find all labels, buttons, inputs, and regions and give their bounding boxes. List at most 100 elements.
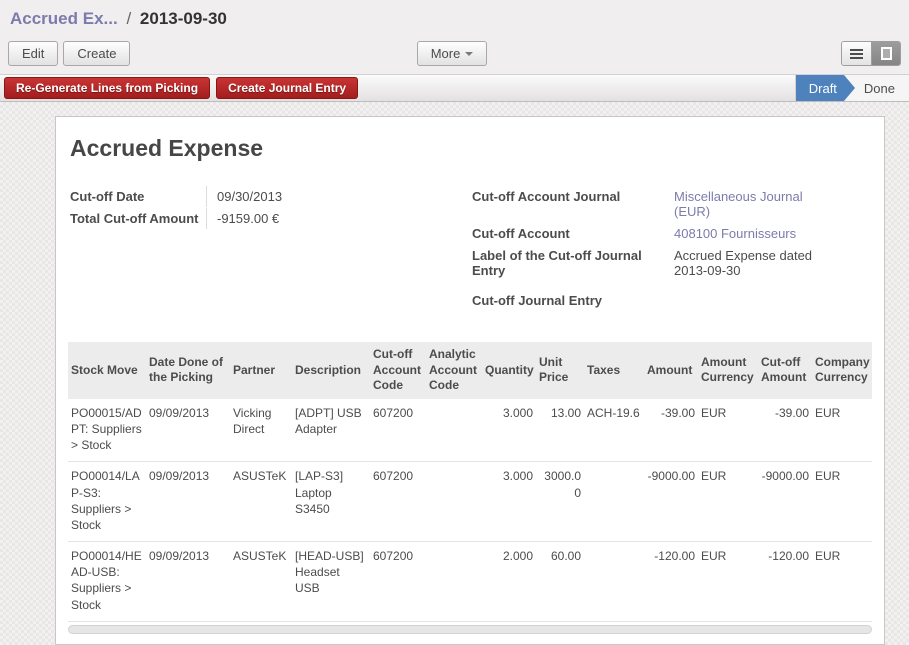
view-switcher (841, 41, 901, 66)
cell-cutoff-account-code: 607200 (370, 398, 426, 463)
breadcrumb: Accrued Ex... / 2013-09-30 (10, 9, 901, 29)
form-view-icon (880, 47, 892, 60)
field-journal-entry-label: Label of the Cut-off Journal Entry Accru… (470, 245, 872, 281)
cell-amount: -120.00 (644, 541, 698, 622)
cell-unit-price: 13.00 (536, 398, 584, 463)
top-bar: Accrued Ex... / 2013-09-30 Edit Create M… (0, 0, 909, 74)
cell-amount-currency: EUR (698, 461, 758, 543)
cell-description: [ADPT] USB Adapter (292, 398, 370, 463)
field-cutoff-journal-entry: Cut-off Journal Entry (470, 290, 872, 311)
caret-down-icon (465, 52, 474, 56)
cell-taxes: ACH-19.6 (584, 398, 644, 463)
cell-quantity: 3.000 (482, 398, 536, 463)
cell-unit-price: 60.00 (536, 541, 584, 622)
cell-cutoff-account-code: 607200 (370, 461, 426, 543)
cell-date-done: 09/09/2013 (146, 541, 230, 622)
col-header-stock-move: Stock Move (68, 342, 146, 399)
cell-quantity: 3.000 (482, 461, 536, 543)
table-row[interactable]: PO00014/LAP-S3: Suppliers > Stock 09/09/… (68, 461, 872, 543)
regenerate-lines-button[interactable]: Re-Generate Lines from Picking (4, 77, 211, 99)
cutoff-account-journal-link[interactable]: Miscellaneous Journal (EUR) (674, 189, 803, 219)
cutoff-journal-entry-value (670, 290, 678, 311)
cell-partner: ASUSTeK (230, 541, 292, 622)
col-header-analytic-account-code: Analytic Account Code (426, 342, 482, 399)
cell-taxes (584, 461, 644, 543)
journal-entry-label-value: Accrued Expense dated 2013-09-30 (674, 248, 813, 278)
cell-company-currency: EUR (812, 541, 872, 622)
action-status-bar: Re-Generate Lines from Picking Create Jo… (0, 74, 909, 102)
cell-partner: ASUSTeK (230, 461, 292, 543)
page-title: Accrued Expense (70, 135, 264, 161)
cutoff-date-label: Cut-off Date (70, 189, 145, 204)
cell-description: [HEAD-USB] Headset USB (292, 541, 370, 622)
col-header-cutoff-amount: Cut-off Amount (758, 342, 812, 399)
create-button[interactable]: Create (63, 41, 131, 66)
cell-stock-move: PO00015/ADPT: Suppliers > Stock (68, 398, 146, 463)
breadcrumb-parent-link[interactable]: Accrued Ex... (10, 9, 118, 28)
cell-stock-move: PO00014/LAP-S3: Suppliers > Stock (68, 461, 146, 543)
form-sheet: Accrued Expense Cut-off Date 09/30/2013 … (55, 116, 885, 645)
journal-entry-label-label: Label of the Cut-off Journal Entry (472, 248, 642, 278)
form-view-button[interactable] (871, 42, 900, 65)
field-total-cutoff-amount: Total Cut-off Amount -9159.00 € (68, 208, 470, 229)
field-cutoff-account: Cut-off Account 408100 Fournisseurs (470, 223, 872, 244)
cell-amount: -39.00 (644, 398, 698, 463)
statusbar: Draft Done (794, 75, 909, 101)
horizontal-scrollbar[interactable] (68, 624, 872, 634)
total-cutoff-amount-label: Total Cut-off Amount (70, 211, 199, 226)
cell-cutoff-amount: -39.00 (758, 398, 812, 463)
cutoff-account-journal-label: Cut-off Account Journal (472, 189, 621, 204)
list-view-icon (850, 48, 863, 51)
cell-date-done: 09/09/2013 (146, 398, 230, 463)
col-header-date-done: Date Done of the Picking (146, 342, 230, 399)
cell-partner: Vicking Direct (230, 398, 292, 463)
cell-analytic-account-code (426, 461, 482, 543)
cell-cutoff-amount: -9000.00 (758, 461, 812, 543)
cutoff-journal-entry-label: Cut-off Journal Entry (472, 293, 602, 308)
toolbar: Edit Create More (8, 41, 901, 66)
col-header-amount: Amount (644, 342, 698, 399)
cutoff-account-link[interactable]: 408100 Fournisseurs (674, 226, 797, 241)
cell-analytic-account-code (426, 541, 482, 622)
cell-quantity: 2.000 (482, 541, 536, 622)
edit-button[interactable]: Edit (8, 41, 59, 66)
total-cutoff-amount-value: -9159.00 € (206, 208, 326, 229)
table-row[interactable]: PO00015/ADPT: Suppliers > Stock 09/09/20… (68, 398, 872, 463)
cell-cutoff-account-code: 607200 (370, 541, 426, 622)
cell-amount: -9000.00 (644, 461, 698, 543)
status-draft: Draft (795, 75, 856, 101)
col-header-company-currency: Company Currency (812, 342, 872, 399)
cell-company-currency: EUR (812, 461, 872, 543)
col-header-partner: Partner (230, 342, 292, 399)
cell-taxes (584, 541, 644, 622)
breadcrumb-separator: / (126, 9, 132, 28)
form-fields: Cut-off Date 09/30/2013 Total Cut-off Am… (68, 186, 872, 312)
more-button[interactable]: More (416, 41, 488, 66)
cell-analytic-account-code (426, 398, 482, 463)
cutoff-date-value: 09/30/2013 (206, 186, 326, 207)
status-done: Done (863, 80, 895, 96)
cutoff-lines-list: Stock Move Date Done of the Picking Part… (68, 342, 872, 634)
cell-company-currency: EUR (812, 398, 872, 463)
col-header-description: Description (292, 342, 370, 399)
field-cutoff-account-journal: Cut-off Account Journal Miscellaneous Jo… (470, 186, 872, 222)
cell-amount-currency: EUR (698, 541, 758, 622)
create-journal-entry-button[interactable]: Create Journal Entry (216, 77, 359, 99)
col-header-taxes: Taxes (584, 342, 644, 399)
cell-unit-price: 3000.00 (536, 461, 584, 543)
table-header-row: Stock Move Date Done of the Picking Part… (68, 342, 872, 399)
col-header-amount-currency: Amount Currency (698, 342, 758, 399)
more-button-label: More (430, 46, 461, 61)
table-row[interactable]: PO00014/HEAD-USB: Suppliers > Stock 09/0… (68, 541, 872, 622)
cell-date-done: 09/09/2013 (146, 461, 230, 543)
cell-description: [LAP-S3] Laptop S3450 (292, 461, 370, 543)
list-view-button[interactable] (842, 42, 871, 65)
cell-cutoff-amount: -120.00 (758, 541, 812, 622)
cell-amount-currency: EUR (698, 398, 758, 463)
cell-stock-move: PO00014/HEAD-USB: Suppliers > Stock (68, 541, 146, 622)
col-header-unit-price: Unit Price (536, 342, 584, 399)
breadcrumb-current: 2013-09-30 (139, 9, 227, 28)
cutoff-account-label: Cut-off Account (472, 226, 570, 241)
field-cutoff-date: Cut-off Date 09/30/2013 (68, 186, 470, 207)
col-header-cutoff-account-code: Cut-off Account Code (370, 342, 426, 399)
